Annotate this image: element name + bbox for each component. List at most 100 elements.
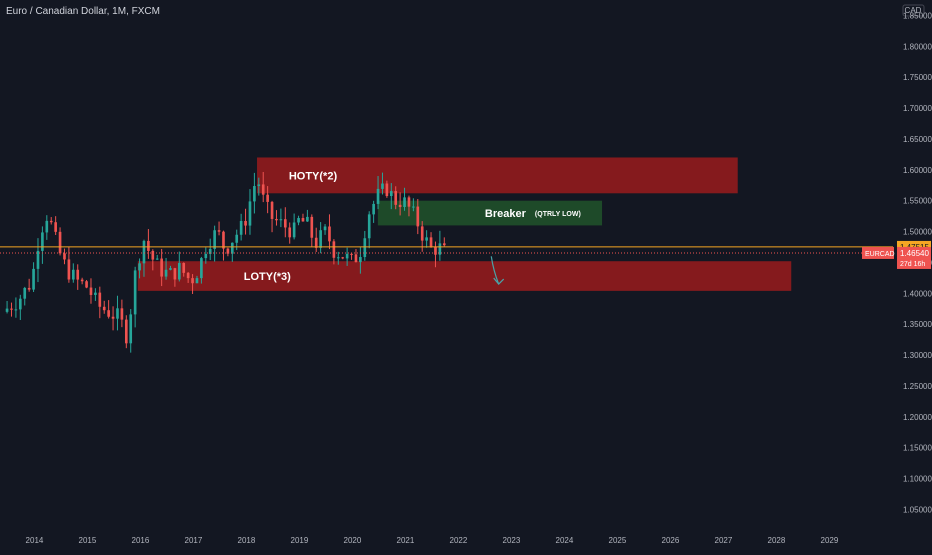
candle-body bbox=[63, 253, 66, 260]
candle-body bbox=[217, 230, 221, 232]
arrow-head-icon bbox=[493, 277, 505, 285]
candle-body bbox=[266, 194, 269, 202]
candle-body bbox=[133, 270, 137, 315]
candle-body bbox=[186, 272, 190, 279]
candle-body bbox=[94, 292, 97, 295]
y-tick-label: 1.65000 bbox=[903, 135, 932, 144]
y-tick-label: 1.80000 bbox=[903, 42, 932, 51]
candle-body bbox=[438, 243, 442, 255]
zone-labels-layer: HOTY(*2) Breaker (QTRLY LOW) LOTY(*3) bbox=[244, 170, 581, 283]
x-tick-label: 2024 bbox=[556, 536, 574, 545]
x-tick-label: 2029 bbox=[821, 536, 839, 545]
candle-body bbox=[403, 197, 406, 208]
candle-body bbox=[319, 230, 322, 248]
candle-body bbox=[275, 218, 278, 221]
y-tick-label: 1.60000 bbox=[903, 166, 932, 175]
candle-body bbox=[195, 278, 199, 284]
candle-body bbox=[429, 237, 433, 247]
candle-body bbox=[120, 308, 124, 320]
candle-body bbox=[270, 201, 274, 219]
candle-body bbox=[442, 243, 446, 246]
candle-body bbox=[138, 263, 141, 271]
y-tick-label: 1.85000 bbox=[903, 11, 932, 20]
x-tick-label: 2020 bbox=[344, 536, 362, 545]
candle-body bbox=[49, 220, 53, 223]
x-tick-label: 2022 bbox=[450, 536, 468, 545]
candle-body bbox=[32, 268, 35, 290]
x-tick-label: 2027 bbox=[715, 536, 733, 545]
candle-body bbox=[111, 316, 115, 319]
zone-label: HOTY(*2) bbox=[289, 170, 338, 182]
y-tick-label: 1.10000 bbox=[903, 475, 932, 484]
candle-body bbox=[367, 214, 371, 239]
candle-body bbox=[376, 188, 380, 204]
candle-body bbox=[350, 253, 353, 255]
zone-hoty-2--box[interactable] bbox=[257, 157, 738, 194]
countdown-text: 27d 16h bbox=[900, 261, 925, 268]
candle-body bbox=[279, 219, 283, 221]
candle-body bbox=[230, 242, 234, 254]
zone-label: LOTY(*3) bbox=[244, 271, 291, 283]
candle-body bbox=[204, 253, 208, 259]
candle-body bbox=[155, 258, 159, 260]
candle-body bbox=[226, 248, 230, 254]
candle-body bbox=[200, 258, 203, 279]
candle-body bbox=[407, 197, 411, 207]
time-axis[interactable]: 2014 2015 2016 2017 2018 2019 2020 2021 2022 2023… bbox=[26, 536, 839, 545]
candle-body bbox=[398, 204, 402, 208]
y-tick-label: 1.70000 bbox=[903, 104, 932, 113]
candle-body bbox=[124, 319, 128, 344]
candle-body bbox=[385, 183, 389, 197]
candle-body bbox=[341, 257, 345, 259]
candle-body bbox=[257, 184, 261, 187]
candle-body bbox=[389, 191, 393, 197]
candle-body bbox=[372, 203, 375, 215]
y-tick-label: 1.50000 bbox=[903, 228, 932, 237]
y-tick-label: 1.20000 bbox=[903, 413, 932, 422]
candle-body bbox=[71, 269, 75, 280]
currency-label: CAD bbox=[905, 6, 922, 15]
x-tick-label: 2017 bbox=[185, 536, 203, 545]
candle-body bbox=[412, 206, 415, 208]
zone-loty-3--box[interactable] bbox=[137, 261, 792, 291]
candle-body bbox=[248, 201, 252, 226]
candle-body bbox=[10, 308, 13, 310]
y-tick-label: 1.30000 bbox=[903, 351, 932, 360]
candle-body bbox=[261, 184, 265, 195]
candle-body bbox=[5, 308, 9, 312]
candle-body bbox=[239, 220, 243, 235]
x-tick-label: 2019 bbox=[291, 536, 309, 545]
candle-body bbox=[416, 206, 420, 227]
x-tick-label: 2026 bbox=[662, 536, 680, 545]
zone-breaker-box[interactable] bbox=[377, 200, 603, 226]
candles-layer bbox=[5, 171, 446, 353]
candle-body bbox=[328, 226, 331, 242]
candle-body bbox=[425, 237, 428, 241]
candle-body bbox=[80, 279, 84, 282]
candle-body bbox=[345, 253, 349, 259]
candle-body bbox=[98, 292, 102, 307]
candle-body bbox=[310, 216, 314, 238]
y-tick-label: 1.75000 bbox=[903, 73, 932, 82]
y-tick-label: 1.25000 bbox=[903, 382, 932, 391]
down-arrow-icon bbox=[490, 256, 500, 285]
zone-label: Breaker bbox=[485, 208, 527, 220]
currency-badge[interactable] bbox=[902, 4, 925, 17]
symbol-badge bbox=[862, 246, 894, 259]
candle-body bbox=[41, 232, 44, 251]
candle-body bbox=[336, 257, 340, 259]
candle-body bbox=[354, 254, 358, 263]
candle-body bbox=[18, 298, 22, 310]
candle-body bbox=[164, 269, 168, 277]
candle-body bbox=[151, 250, 155, 260]
symbol-badge-text: EURCAD bbox=[865, 251, 895, 258]
candle-body bbox=[222, 231, 225, 249]
candle-body bbox=[381, 183, 384, 189]
price-lines-layer bbox=[0, 246, 893, 254]
candle-body bbox=[58, 231, 62, 254]
candle-body bbox=[323, 226, 327, 231]
candle-body bbox=[288, 227, 292, 238]
